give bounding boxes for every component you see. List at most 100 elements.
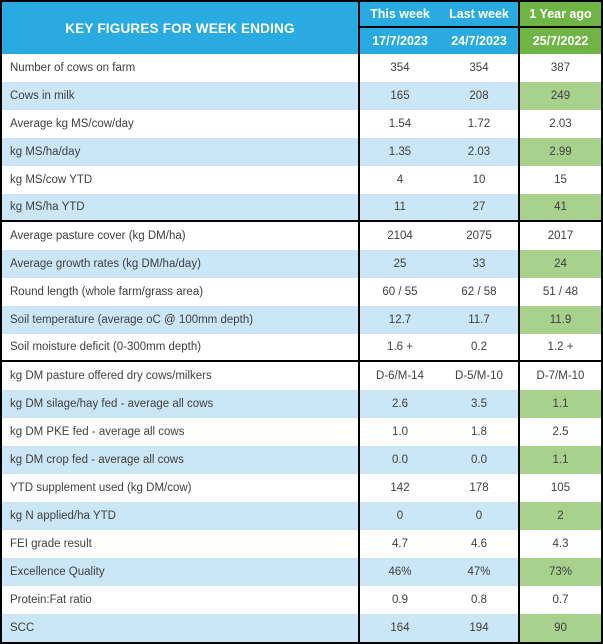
- cell-last-week: 1.72: [440, 110, 520, 138]
- table-row: FEI grade result 4.7 4.6 4.3: [2, 530, 601, 558]
- row-label: Average growth rates (kg DM/ha/day): [2, 250, 360, 278]
- cell-this-week: 1.35: [388, 146, 412, 158]
- table-row: Average growth rates (kg DM/ha/day) 25 3…: [2, 250, 601, 278]
- cell-last-week: 33: [440, 250, 520, 278]
- table-row: kg MS/cow YTD 4 10 15: [2, 166, 601, 194]
- cell-this-week: 1.6 +: [387, 341, 413, 353]
- cell-last-week: 1.8: [440, 418, 520, 446]
- cell-year-ago: 11.9: [520, 306, 601, 334]
- row-label: kg DM silage/hay fed - average all cows: [2, 390, 360, 418]
- table-row: Soil moisture deficit (0-300mm depth) 1.…: [2, 334, 601, 362]
- cell-year-ago: 73%: [520, 558, 601, 586]
- table-row: Average pasture cover (kg DM/ha) 2104 20…: [2, 222, 601, 250]
- table-row: Soil temperature (average oC @ 100mm dep…: [2, 306, 601, 334]
- cell-this-week: 4: [396, 174, 404, 186]
- column-header-year-ago: 1 Year ago 25/7/2022: [520, 2, 601, 54]
- cell-last-week: 27: [440, 194, 520, 220]
- table-title: KEY FIGURES FOR WEEK ENDING: [2, 2, 360, 54]
- row-label: Round length (whole farm/grass area): [2, 278, 360, 306]
- cell-year-ago: 51 / 48: [542, 286, 579, 298]
- cell-this-week: 25: [393, 258, 407, 270]
- table-row: kg N applied/ha YTD 0 0 2: [2, 502, 601, 530]
- cell-year-ago: 2017: [547, 230, 574, 242]
- row-label: Average kg MS/cow/day: [2, 110, 360, 138]
- cell-year-ago: 2.03: [549, 118, 572, 130]
- cell-year-ago: 1.2 +: [547, 341, 574, 353]
- table-row: Number of cows on farm 354 354 387: [2, 54, 601, 82]
- cell-this-week: D-6/M-14: [376, 370, 424, 382]
- cell-this-week: 354: [390, 62, 410, 74]
- table-header: KEY FIGURES FOR WEEK ENDING This week 17…: [2, 2, 601, 54]
- cell-year-ago: 41: [520, 194, 601, 220]
- row-label: kg MS/cow YTD: [2, 166, 360, 194]
- row-label: YTD supplement used (kg DM/cow): [2, 474, 360, 502]
- cell-this-week: 1.0: [392, 426, 408, 438]
- column-label-year-ago: 1 Year ago: [520, 2, 601, 28]
- row-label: kg DM pasture offered dry cows/milkers: [2, 362, 360, 390]
- cell-year-ago: 2: [520, 502, 601, 530]
- cell-year-ago: 105: [550, 482, 571, 494]
- row-label: kg DM PKE fed - average all cows: [2, 418, 360, 446]
- table-row: Cows in milk 165 208 249: [2, 82, 601, 110]
- table-row: kg DM silage/hay fed - average all cows …: [2, 390, 601, 418]
- cell-this-week: 2104: [387, 230, 413, 242]
- table-row: kg DM crop fed - average all cows 0.0 0.…: [2, 446, 601, 474]
- cell-year-ago: D-7/M-10: [536, 370, 585, 382]
- cell-year-ago: 24: [520, 250, 601, 278]
- column-label-this-week: This week: [360, 2, 440, 28]
- row-label: kg MS/ha/day: [2, 138, 360, 166]
- cell-this-week: 11: [394, 201, 406, 213]
- cell-last-week: 194: [440, 614, 520, 642]
- row-label: SCC: [2, 614, 360, 642]
- row-label: FEI grade result: [2, 530, 360, 558]
- cell-year-ago: 387: [550, 62, 571, 74]
- cell-year-ago: 90: [520, 614, 601, 642]
- cell-last-week: 0.8: [440, 586, 520, 614]
- cell-last-week: 208: [440, 82, 520, 110]
- cell-last-week: 10: [440, 166, 520, 194]
- cell-this-week: 165: [390, 90, 410, 102]
- row-label: Number of cows on farm: [2, 54, 360, 82]
- column-header-this-week: This week 17/7/2023: [360, 2, 440, 54]
- column-date-year-ago: 25/7/2022: [532, 34, 589, 48]
- cell-year-ago: 2.99: [520, 138, 601, 166]
- cell-this-week: 60 / 55: [382, 286, 418, 298]
- cell-year-ago: 249: [520, 82, 601, 110]
- column-header-last-week: Last week 24/7/2023: [440, 2, 520, 54]
- table-row: Average kg MS/cow/day 1.54 1.72 2.03: [2, 110, 601, 138]
- cell-this-week: 142: [390, 482, 410, 494]
- column-date-last-week: 24/7/2023: [451, 34, 507, 48]
- cell-this-week: 0.0: [392, 454, 408, 466]
- column-label-last-week: Last week: [440, 2, 518, 28]
- row-label: Soil temperature (average oC @ 100mm dep…: [2, 306, 360, 334]
- cell-last-week: 4.6: [440, 530, 520, 558]
- cell-last-week: 178: [440, 474, 520, 502]
- cell-year-ago: 1.1: [520, 446, 601, 474]
- cell-this-week: 0: [396, 510, 404, 522]
- cell-this-week: 1.54: [388, 118, 412, 130]
- cell-this-week: 46%: [388, 566, 412, 578]
- table-row: kg DM PKE fed - average all cows 1.0 1.8…: [2, 418, 601, 446]
- cell-last-week: D-5/M-10: [440, 362, 520, 390]
- cell-last-week: 0.2: [440, 334, 520, 360]
- cell-last-week: 0.0: [440, 446, 520, 474]
- table-row: kg MS/ha/day 1.35 2.03 2.99: [2, 138, 601, 166]
- cell-this-week: 0.9: [392, 594, 408, 606]
- cell-this-week: 164: [390, 622, 410, 634]
- cell-this-week: 12.7: [388, 314, 412, 326]
- row-label: Average pasture cover (kg DM/ha): [2, 222, 360, 250]
- row-label: Excellence Quality: [2, 558, 360, 586]
- table-row: SCC 164 194 90: [2, 614, 601, 642]
- table-row: Protein:Fat ratio 0.9 0.8 0.7: [2, 586, 601, 614]
- cell-year-ago: 1.1: [520, 390, 601, 418]
- table-row: kg MS/ha YTD 11 27 41: [2, 194, 601, 222]
- cell-last-week: 2.03: [440, 138, 520, 166]
- row-label: Protein:Fat ratio: [2, 586, 360, 614]
- cell-year-ago: 15: [554, 174, 567, 186]
- cell-this-week: 4.7: [392, 538, 408, 550]
- row-label: Cows in milk: [2, 82, 360, 110]
- table-row: YTD supplement used (kg DM/cow) 142 178 …: [2, 474, 601, 502]
- cell-last-week: 62 / 58: [440, 278, 520, 306]
- cell-last-week: 2075: [440, 222, 520, 250]
